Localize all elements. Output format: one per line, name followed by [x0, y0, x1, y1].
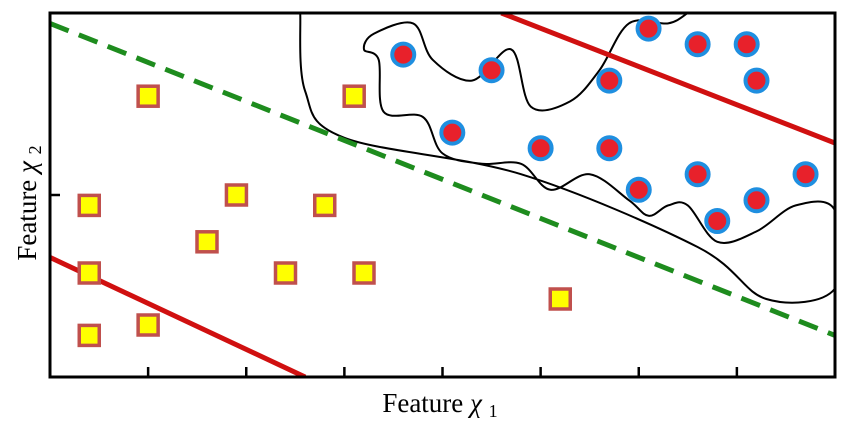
- margin-line-2: [500, 13, 835, 146]
- square-point-3: [77, 193, 101, 218]
- circle-point-14: [743, 187, 770, 214]
- y-axis-label-subscript: 2: [25, 145, 45, 154]
- hyperplane-dashed-line: [50, 21, 835, 338]
- x-axis-label-symbol: χ: [467, 388, 483, 418]
- circle-point-12: [792, 161, 819, 188]
- circle-point-8: [743, 67, 770, 94]
- circle-point-15: [704, 208, 731, 234]
- square-point-1: [136, 84, 160, 108]
- square-point-5: [313, 193, 337, 218]
- plot-inner: [50, 13, 835, 377]
- tick-layer: [50, 193, 739, 377]
- y-axis-label-text: Feature: [12, 180, 42, 261]
- circle-point-11: [684, 161, 711, 188]
- y-axis-label-symbol: χ: [12, 160, 42, 176]
- circle-point-10: [596, 135, 623, 162]
- y-axis-label: Feature χ 2: [12, 145, 45, 260]
- x-axis-label-text: Feature: [382, 388, 463, 418]
- square-point-7: [77, 261, 101, 285]
- square-point-8: [273, 261, 298, 285]
- circle-point-1: [390, 41, 417, 68]
- circle-point-9: [527, 135, 554, 162]
- square-point-9: [352, 261, 376, 285]
- square-point-12: [136, 313, 160, 337]
- x-axis-label-subscript: 1: [489, 401, 498, 421]
- x-axis-label: Feature χ 1: [382, 388, 497, 421]
- circle-point-4: [635, 15, 662, 42]
- circle-point-3: [439, 119, 466, 146]
- plot-layer: [50, 13, 835, 377]
- circle-point-5: [684, 31, 711, 58]
- square-point-6: [195, 230, 219, 254]
- circle-point-13: [625, 176, 652, 203]
- square-point-2: [342, 84, 366, 108]
- circle-point-6: [733, 31, 760, 58]
- square-point-4: [224, 183, 249, 207]
- circle-point-2: [478, 57, 505, 84]
- square-point-10: [548, 287, 572, 311]
- decision-boundary-curve: [299, 13, 835, 304]
- square-point-11: [77, 323, 101, 348]
- circle-point-7: [596, 67, 623, 94]
